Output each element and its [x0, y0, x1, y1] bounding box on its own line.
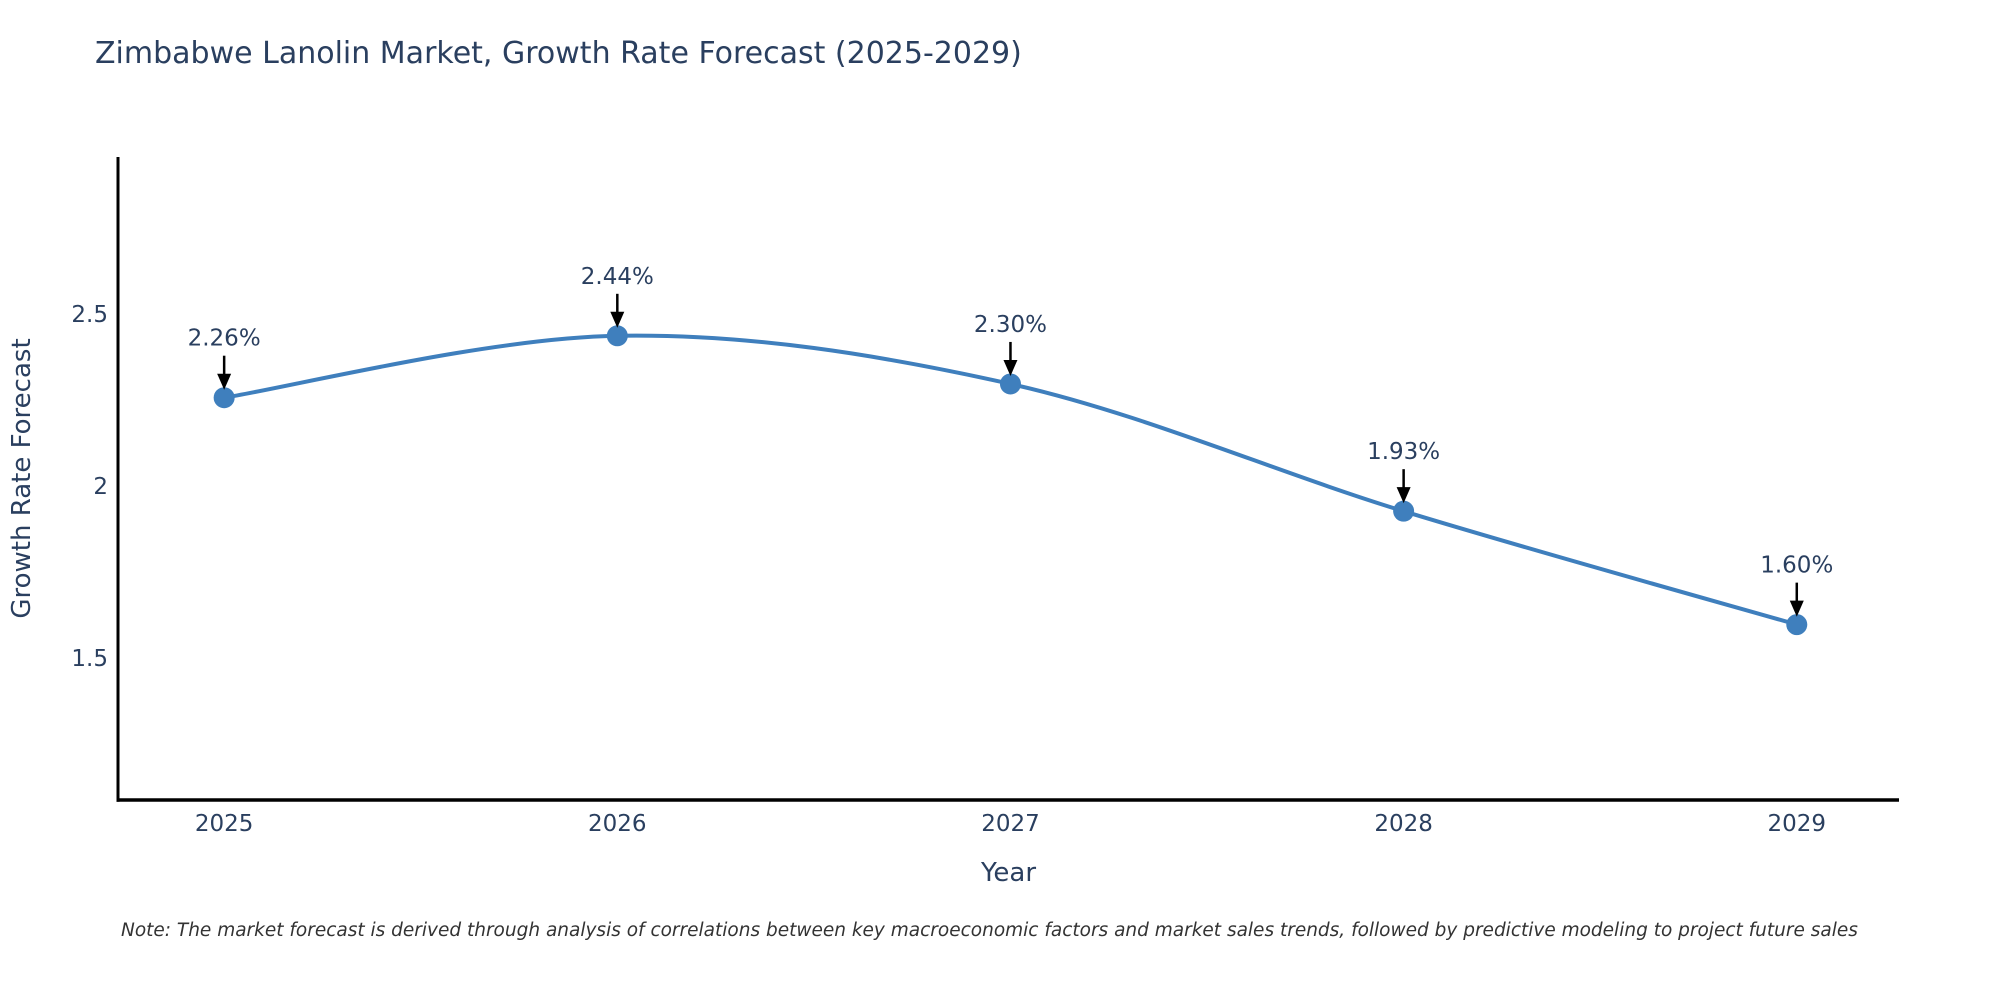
annotation-2026: 2.44% [581, 264, 654, 328]
x-tick-label: 2029 [1768, 811, 1827, 837]
data-point-2029 [1786, 614, 1808, 636]
annotation-arrowhead [1003, 359, 1018, 376]
annotation-2028: 1.93% [1367, 439, 1440, 504]
annotation-arrowhead [1789, 600, 1804, 617]
y-tick-label: 2 [93, 474, 108, 500]
annotation-label: 1.60% [1760, 553, 1833, 579]
annotation-2025: 2.26% [188, 326, 261, 390]
data-point-2027 [999, 373, 1021, 395]
x-tick-label: 2026 [588, 811, 647, 837]
annotation-layer: 2.26% 2.44% 2.30% 1.93% 1.60% [188, 264, 1833, 617]
x-tick-label: 2028 [1374, 811, 1433, 837]
x-tick-label: 2025 [195, 811, 254, 837]
data-point-2025 [213, 387, 235, 409]
annotation-label: 1.93% [1367, 439, 1440, 465]
x-axis-title: Year [980, 858, 1036, 888]
axes-layer: 1.5 2 2.5 2025 2026 2027 2028 2029 [71, 157, 1899, 837]
annotation-arrowhead [1396, 487, 1411, 504]
y-tick-label: 1.5 [71, 646, 108, 672]
annotation-label: 2.30% [974, 312, 1047, 338]
axis-titles: Year Growth Rate Forecast [7, 338, 1036, 888]
annotation-arrowhead [610, 311, 625, 328]
data-point-2028 [1393, 500, 1415, 522]
data-point-2026 [606, 325, 628, 347]
annotation-2027: 2.30% [974, 312, 1047, 376]
annotation-arrowhead [217, 373, 232, 390]
footnote-text: Note: The market forecast is derived thr… [121, 920, 1858, 941]
annotation-label: 2.26% [188, 326, 261, 352]
annotation-2029: 1.60% [1760, 553, 1833, 617]
line-series-layer [213, 325, 1808, 636]
y-axis-title: Growth Rate Forecast [7, 338, 37, 618]
annotation-label: 2.44% [581, 264, 654, 290]
x-tick-label: 2027 [981, 811, 1040, 837]
chart-title: Zimbabwe Lanolin Market, Growth Rate For… [95, 36, 1022, 71]
y-tick-label: 2.5 [71, 302, 108, 328]
